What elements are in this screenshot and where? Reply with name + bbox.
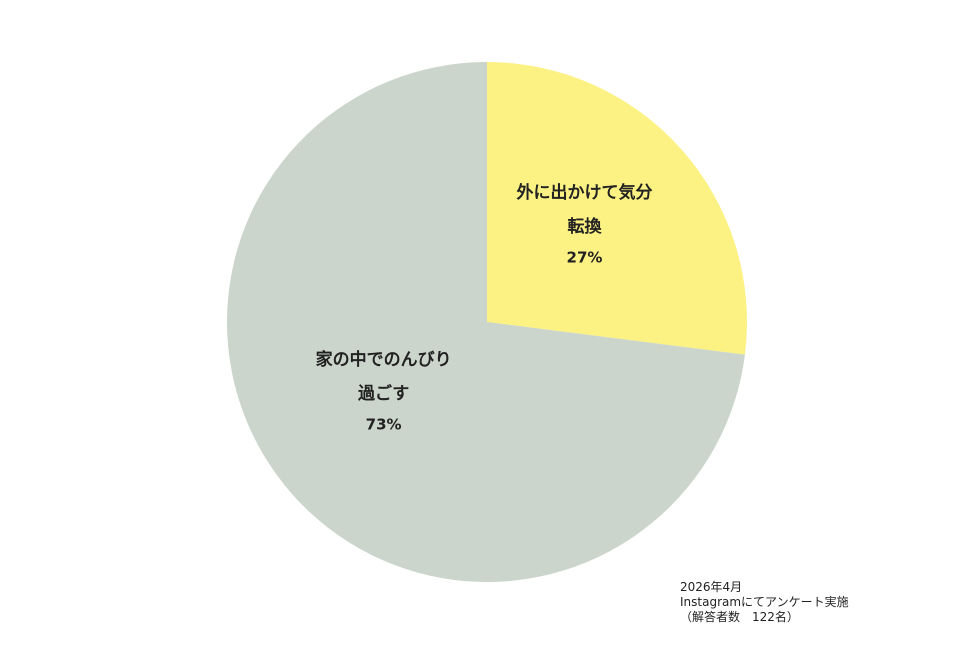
pie-slice xyxy=(227,62,745,582)
note: 2026年4月 xyxy=(680,580,742,594)
note: （解答者数 122名） xyxy=(680,609,799,624)
slice-value-label: 73% xyxy=(366,416,402,434)
pie-slice xyxy=(487,62,747,355)
slice-label: 外に出かけて気分 xyxy=(517,182,653,203)
note: Instagramにてアンケート実施 xyxy=(680,594,849,609)
slice-label: 過ごす xyxy=(358,383,409,404)
slice-label: 家の中でのんびり xyxy=(316,349,452,370)
slice-value-label: 27% xyxy=(567,249,603,267)
slice-label: 転換 xyxy=(568,216,603,237)
